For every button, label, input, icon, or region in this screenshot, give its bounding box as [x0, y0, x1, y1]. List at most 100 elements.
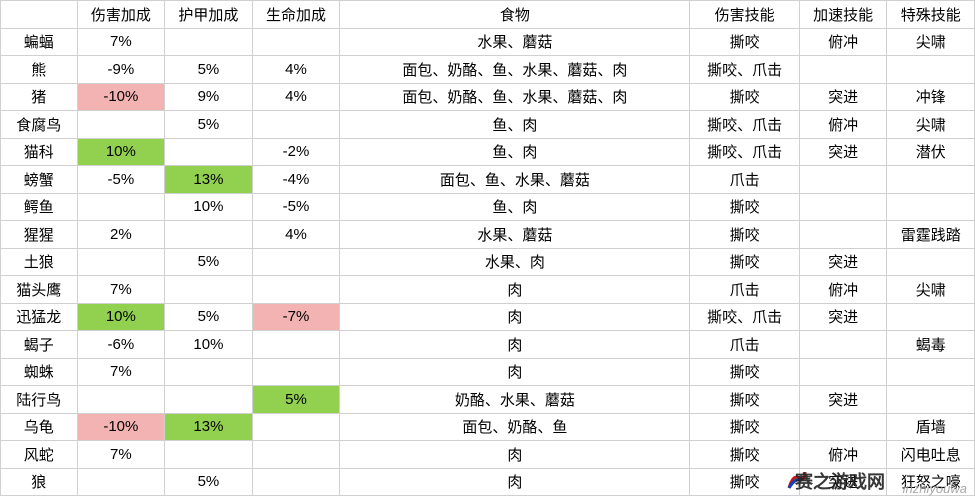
cell-hp	[252, 413, 340, 441]
cell-spcS: 蝎毒	[887, 331, 975, 359]
cell-hp: -2%	[252, 138, 340, 166]
cell-dmg: 7%	[77, 358, 165, 386]
cell-spdS: 突进	[799, 386, 887, 414]
cell-dmgS: 撕咬、爪击	[690, 111, 799, 139]
cell-food: 面包、鱼、水果、蘑菇	[340, 166, 690, 194]
cell-armor	[165, 441, 253, 469]
cell-dmg: 10%	[77, 303, 165, 331]
cell-spdS	[799, 193, 887, 221]
cell-name: 蜘蛛	[1, 358, 78, 386]
cell-name: 食腐鸟	[1, 111, 78, 139]
cell-spdS	[799, 331, 887, 359]
cell-food: 面包、奶酪、鱼、水果、蘑菇、肉	[340, 83, 690, 111]
table-row: 螃蟹-5%13%-4%面包、鱼、水果、蘑菇爪击	[1, 166, 975, 194]
cell-name: 乌龟	[1, 413, 78, 441]
cell-dmgS: 撕咬	[690, 468, 799, 496]
cell-name: 猫头鹰	[1, 276, 78, 304]
cell-name: 土狼	[1, 248, 78, 276]
cell-name: 猫科	[1, 138, 78, 166]
cell-armor	[165, 138, 253, 166]
table-row: 风蛇7%肉撕咬俯冲闪电吐息	[1, 441, 975, 469]
cell-food: 鱼、肉	[340, 111, 690, 139]
table-row: 熊-9%5%4%面包、奶酪、鱼、水果、蘑菇、肉撕咬、爪击	[1, 56, 975, 84]
cell-name: 陆行鸟	[1, 386, 78, 414]
cell-spdS: 突进	[799, 468, 887, 496]
cell-hp: 4%	[252, 83, 340, 111]
table-row: 猪-10%9%4%面包、奶酪、鱼、水果、蘑菇、肉撕咬突进冲锋	[1, 83, 975, 111]
cell-armor	[165, 28, 253, 56]
col-header-hp: 生命加成	[252, 1, 340, 29]
cell-hp: -7%	[252, 303, 340, 331]
cell-food: 肉	[340, 276, 690, 304]
cell-armor: 10%	[165, 331, 253, 359]
cell-spcS: 尖啸	[887, 276, 975, 304]
cell-food: 奶酪、水果、蘑菇	[340, 386, 690, 414]
col-header-dmg: 伤害加成	[77, 1, 165, 29]
cell-dmgS: 撕咬	[690, 441, 799, 469]
cell-armor: 10%	[165, 193, 253, 221]
cell-dmgS: 撕咬、爪击	[690, 138, 799, 166]
cell-spcS	[887, 56, 975, 84]
cell-food: 水果、蘑菇	[340, 28, 690, 56]
cell-hp: 5%	[252, 386, 340, 414]
cell-spcS: 尖啸	[887, 111, 975, 139]
table-row: 猫科10%-2%鱼、肉撕咬、爪击突进潜伏	[1, 138, 975, 166]
table-row: 陆行鸟5%奶酪、水果、蘑菇撕咬突进	[1, 386, 975, 414]
cell-spcS: 盾墙	[887, 413, 975, 441]
cell-spdS: 俯冲	[799, 111, 887, 139]
table-row: 乌龟-10%13%面包、奶酪、鱼撕咬盾墙	[1, 413, 975, 441]
cell-spdS: 突进	[799, 138, 887, 166]
cell-armor: 5%	[165, 111, 253, 139]
table-row: 蜘蛛7%肉撕咬	[1, 358, 975, 386]
cell-name: 蝙蝠	[1, 28, 78, 56]
col-header-food: 食物	[340, 1, 690, 29]
cell-dmg: -9%	[77, 56, 165, 84]
col-header-name	[1, 1, 78, 29]
cell-spcS: 雷霆践踏	[887, 221, 975, 249]
cell-armor: 5%	[165, 468, 253, 496]
cell-hp	[252, 28, 340, 56]
col-header-spcS: 特殊技能	[887, 1, 975, 29]
col-header-dmgS: 伤害技能	[690, 1, 799, 29]
cell-spdS: 俯冲	[799, 276, 887, 304]
cell-hp: -4%	[252, 166, 340, 194]
cell-food: 肉	[340, 441, 690, 469]
table-row: 土狼5%水果、肉撕咬突进	[1, 248, 975, 276]
table-row: 迅猛龙10%5%-7%肉撕咬、爪击突进	[1, 303, 975, 331]
cell-spcS: 潜伏	[887, 138, 975, 166]
cell-dmg: 7%	[77, 276, 165, 304]
cell-dmg: -10%	[77, 413, 165, 441]
cell-armor: 13%	[165, 413, 253, 441]
cell-dmg: -5%	[77, 166, 165, 194]
cell-food: 肉	[340, 303, 690, 331]
cell-dmg	[77, 386, 165, 414]
cell-armor: 5%	[165, 248, 253, 276]
cell-spcS	[887, 358, 975, 386]
cell-armor	[165, 358, 253, 386]
cell-dmg: -6%	[77, 331, 165, 359]
cell-armor: 5%	[165, 303, 253, 331]
cell-food: 鱼、肉	[340, 193, 690, 221]
cell-spdS	[799, 221, 887, 249]
cell-spdS	[799, 358, 887, 386]
table-row: 猩猩2%4%水果、蘑菇撕咬雷霆践踏	[1, 221, 975, 249]
cell-spcS: 狂怒之嚎	[887, 468, 975, 496]
cell-name: 风蛇	[1, 441, 78, 469]
cell-hp	[252, 358, 340, 386]
cell-spdS: 突进	[799, 83, 887, 111]
cell-dmg	[77, 248, 165, 276]
cell-dmg	[77, 193, 165, 221]
cell-armor: 5%	[165, 56, 253, 84]
cell-hp	[252, 248, 340, 276]
cell-dmgS: 撕咬	[690, 248, 799, 276]
col-header-armor: 护甲加成	[165, 1, 253, 29]
cell-spcS: 闪电吐息	[887, 441, 975, 469]
table-row: 狼5%肉撕咬突进狂怒之嚎	[1, 468, 975, 496]
cell-spcS	[887, 166, 975, 194]
cell-name: 鳄鱼	[1, 193, 78, 221]
table-row: 猫头鹰7%肉爪击俯冲尖啸	[1, 276, 975, 304]
cell-hp	[252, 468, 340, 496]
cell-dmgS: 撕咬	[690, 28, 799, 56]
pet-stats-table: 伤害加成护甲加成生命加成食物伤害技能加速技能特殊技能 蝙蝠7%水果、蘑菇撕咬俯冲…	[0, 0, 975, 496]
cell-hp	[252, 276, 340, 304]
